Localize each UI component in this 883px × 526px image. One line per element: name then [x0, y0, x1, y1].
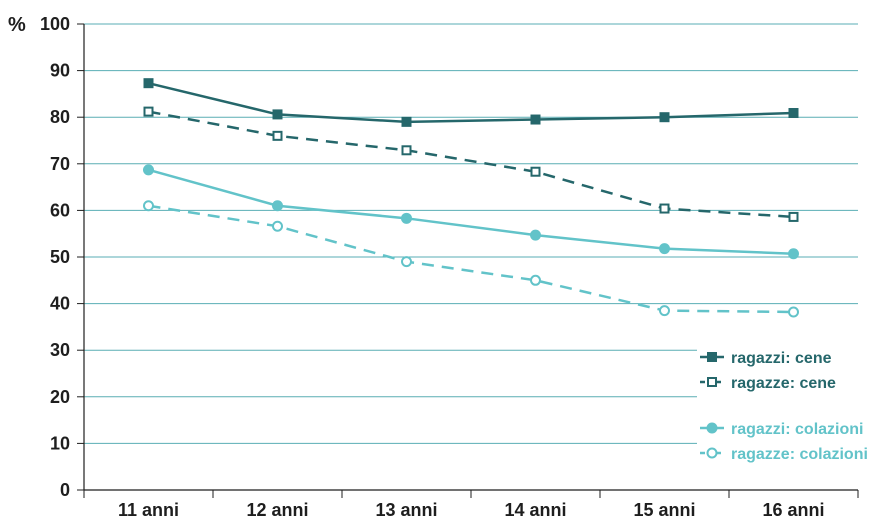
series-ragazzi-colazioni	[143, 164, 799, 260]
x-tick-label: 14 anni	[504, 500, 566, 520]
data-point	[401, 145, 412, 156]
y-tick-label: 70	[50, 154, 70, 174]
series-ragazze-cene	[143, 106, 799, 222]
data-point	[401, 212, 412, 224]
series-line	[148, 168, 794, 255]
series-line	[148, 204, 794, 314]
legend: ragazzi: cene ragazze: cene ragazzi: colaz…	[697, 341, 879, 474]
data-point	[788, 108, 799, 119]
y-tick-label: 30	[50, 340, 70, 360]
legend-label: ragazzi: colazioni	[731, 421, 863, 438]
y-tick-label: 90	[50, 61, 70, 81]
data-point	[659, 305, 670, 317]
legend-label: ragazze: cene	[731, 375, 836, 392]
data-point	[788, 248, 799, 260]
legend-box	[697, 414, 879, 474]
legend-label: ragazze: colazioni	[731, 446, 868, 463]
data-point	[659, 112, 670, 123]
data-point	[272, 130, 283, 141]
data-point	[272, 109, 283, 120]
data-point	[788, 211, 799, 222]
y-tick-label: 20	[50, 387, 70, 407]
series-line	[148, 110, 794, 219]
data-point	[530, 114, 541, 125]
series-lines	[143, 78, 799, 318]
data-point	[401, 116, 412, 127]
y-tick-label: 80	[50, 107, 70, 127]
data-point	[659, 243, 670, 255]
y-tick-label: 60	[50, 200, 70, 220]
x-tick-label: 15 anni	[633, 500, 695, 520]
y-tick-label: 100	[40, 14, 70, 34]
data-point	[530, 166, 541, 177]
grid-lines	[84, 23, 858, 444]
data-point	[659, 203, 670, 214]
y-tick-label: 0	[60, 480, 70, 500]
data-point	[143, 164, 154, 176]
axes	[77, 23, 859, 498]
legend-marker	[707, 352, 717, 362]
y-tick-label: 10	[50, 433, 70, 453]
x-tick-label: 16 anni	[762, 500, 824, 520]
legend-box	[697, 341, 879, 401]
data-point	[272, 220, 283, 232]
data-point	[143, 78, 154, 89]
x-tick-label: 11 anni	[118, 500, 179, 520]
legend-label: ragazzi: cene	[731, 350, 832, 367]
y-tick-label: 50	[50, 247, 70, 267]
series-ragazzi-cene	[143, 78, 799, 127]
data-point	[401, 256, 412, 268]
data-point	[272, 200, 283, 212]
legend-marker	[706, 422, 718, 434]
series-line	[148, 81, 794, 124]
data-point	[788, 306, 799, 318]
legend-marker	[707, 377, 717, 387]
y-tick-label: 40	[50, 294, 70, 314]
data-point	[143, 200, 154, 212]
data-point	[143, 106, 154, 117]
y-tick-labels: 0 10 20 30 40 50 60 70 80 90 100	[40, 14, 70, 500]
x-tick-labels: 11 anni 12 anni 13 anni 14 anni 15 anni 16 an…	[118, 500, 825, 520]
y-unit-label: %	[8, 14, 26, 36]
data-point	[530, 274, 541, 286]
x-tick-label: 12 anni	[246, 500, 308, 520]
data-point	[530, 229, 541, 241]
legend-marker	[706, 447, 718, 459]
x-tick-label: 13 anni	[375, 500, 437, 520]
series-ragazze-colazioni	[143, 200, 799, 318]
